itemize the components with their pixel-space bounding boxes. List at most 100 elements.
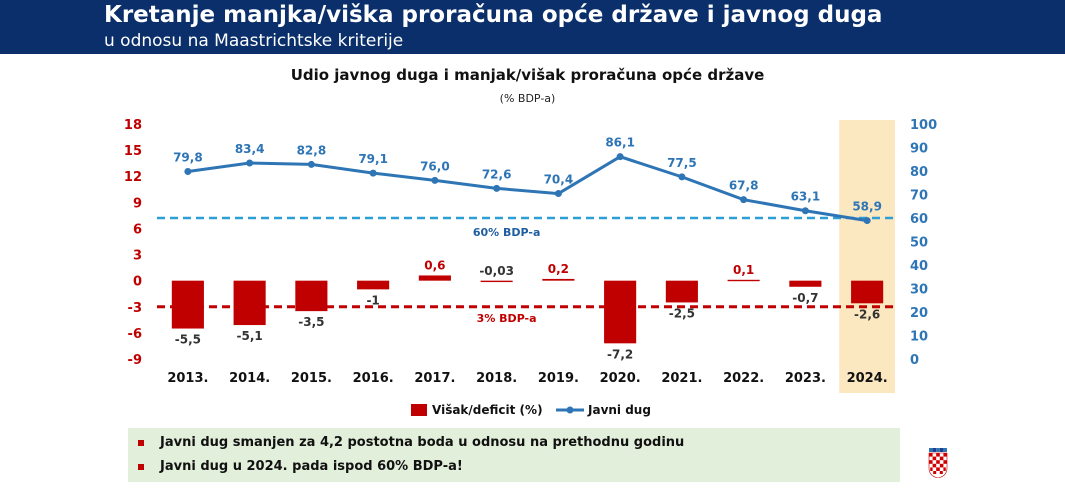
- debt-value-label: 76,0: [420, 159, 450, 173]
- debt-point: [184, 167, 192, 175]
- debt-value-label: 79,1: [358, 152, 388, 166]
- left-axis-tick: 15: [124, 144, 142, 159]
- debt-point: [369, 169, 377, 177]
- bar-value-label: -5,1: [237, 329, 263, 343]
- left-axis-tick: 6: [133, 222, 142, 237]
- highlight-band: [839, 120, 895, 393]
- bar-value-label: -0,7: [792, 291, 818, 305]
- left-axis-tick: 3: [133, 249, 142, 264]
- right-axis-tick: 60: [910, 212, 928, 227]
- deficit-bar: [171, 280, 204, 329]
- debt-point: [801, 207, 809, 215]
- legend-label: Višak/deficit (%): [432, 403, 543, 417]
- x-axis-tick: 2023.: [785, 371, 826, 386]
- combo-chart: Udio javnog duga i manjak/višak proračun…: [124, 66, 937, 417]
- deficit-bar: [480, 280, 513, 283]
- chart-title: Udio javnog duga i manjak/višak proračun…: [291, 66, 765, 84]
- x-axis-tick: 2020.: [600, 371, 641, 386]
- left-axis-tick: 0: [133, 275, 142, 290]
- page-title: Kretanje manjka/viška proračuna opće drž…: [104, 2, 883, 28]
- x-axis-tick: 2014.: [229, 371, 270, 386]
- bullet-icon: [138, 439, 144, 446]
- right-axis-tick: 80: [910, 165, 928, 180]
- debt-point: [678, 173, 686, 181]
- left-axis-tick: -3: [128, 301, 142, 316]
- deficit-bar: [851, 280, 884, 304]
- legend-swatch-marker: [566, 406, 574, 414]
- reference-label: 60% BDP-a: [473, 226, 541, 239]
- bar-value-label: -7,2: [607, 347, 633, 361]
- bar-value-label: 0,2: [548, 262, 569, 276]
- x-axis-tick: 2022.: [723, 371, 764, 386]
- debt-value-label: 82,8: [297, 143, 327, 157]
- deficit-bar: [665, 280, 698, 303]
- page-subtitle: u odnosu na Maastrichtske kriterije: [104, 31, 404, 51]
- deficit-bar: [542, 278, 575, 281]
- bar-value-label: -5,5: [175, 333, 201, 347]
- right-axis-tick: 30: [910, 283, 928, 298]
- reference-label: 3% BDP-a: [477, 312, 537, 325]
- deficit-bar: [418, 275, 451, 281]
- bar-value-label: -0,03: [479, 264, 514, 278]
- debt-point: [554, 190, 562, 198]
- right-axis-tick: 50: [910, 236, 928, 251]
- chart-area: Udio javnog duga i manjak/višak proračun…: [0, 54, 1065, 426]
- left-axis-tick: -6: [128, 327, 142, 342]
- croatian-coat-of-arms-icon: [928, 448, 948, 478]
- right-axis-tick: 100: [910, 118, 937, 133]
- x-axis-tick: 2015.: [291, 371, 332, 386]
- left-axis-tick: 9: [133, 196, 142, 211]
- x-axis-tick: 2018.: [476, 371, 517, 386]
- deficit-bar: [789, 280, 822, 287]
- legend-label: Javni dug: [587, 403, 651, 417]
- x-axis-tick: 2019.: [538, 371, 579, 386]
- bar-value-label: -2,5: [669, 306, 695, 320]
- debt-point: [740, 196, 748, 204]
- note-item: Javni dug smanjen za 4,2 postotna boda u…: [138, 435, 684, 450]
- bar-value-label: 0,6: [424, 258, 445, 272]
- bar-value-label: -2,6: [854, 307, 880, 321]
- bar-value-label: -1: [366, 293, 379, 307]
- right-axis-tick: 70: [910, 189, 928, 204]
- right-axis-tick: 10: [910, 330, 928, 345]
- deficit-bar: [233, 280, 266, 326]
- header-banner: Kretanje manjka/viška proračuna opće drž…: [0, 0, 1065, 54]
- right-axis-tick: 40: [910, 259, 928, 274]
- chart-subtitle: (% BDP-a): [500, 92, 556, 105]
- debt-value-label: 58,9: [852, 200, 882, 214]
- x-axis-tick: 2024.: [847, 371, 888, 386]
- debt-value-label: 63,1: [791, 190, 821, 204]
- x-axis-tick: 2017.: [414, 371, 455, 386]
- deficit-bar: [727, 279, 760, 282]
- note-item: Javni dug u 2024. pada ispod 60% BDP-a!: [138, 459, 463, 474]
- legend-swatch-bar: [411, 404, 427, 416]
- debt-point: [863, 217, 871, 225]
- right-axis-tick: 20: [910, 306, 928, 321]
- bar-value-label: 0,1: [733, 263, 754, 277]
- right-axis-tick: 0: [910, 353, 919, 368]
- note-text: Javni dug smanjen za 4,2 postotna boda u…: [160, 435, 685, 450]
- debt-value-label: 72,6: [482, 167, 512, 181]
- debt-point: [431, 176, 439, 184]
- x-axis-tick: 2021.: [661, 371, 702, 386]
- debt-value-label: 70,4: [544, 173, 574, 187]
- debt-value-label: 86,1: [605, 136, 635, 150]
- debt-line: [187, 155, 868, 223]
- debt-value-label: 77,5: [667, 156, 697, 170]
- right-axis-tick: 90: [910, 142, 928, 157]
- deficit-bar: [357, 280, 390, 290]
- debt-point: [616, 153, 624, 161]
- x-axis-tick: 2013.: [167, 371, 208, 386]
- notes-box: Javni dug smanjen za 4,2 postotna boda u…: [128, 428, 900, 482]
- debt-value-label: 83,4: [235, 142, 265, 156]
- deficit-bar: [604, 280, 637, 344]
- debt-value-label: 79,8: [173, 150, 203, 164]
- left-axis-tick: 18: [124, 118, 142, 133]
- left-axis-tick: 12: [124, 170, 142, 185]
- bullet-icon: [138, 463, 144, 470]
- left-axis-tick: -9: [128, 353, 142, 368]
- debt-point: [307, 160, 315, 168]
- x-axis-tick: 2016.: [353, 371, 394, 386]
- debt-point: [246, 159, 254, 167]
- note-text: Javni dug u 2024. pada ispod 60% BDP-a!: [160, 459, 463, 474]
